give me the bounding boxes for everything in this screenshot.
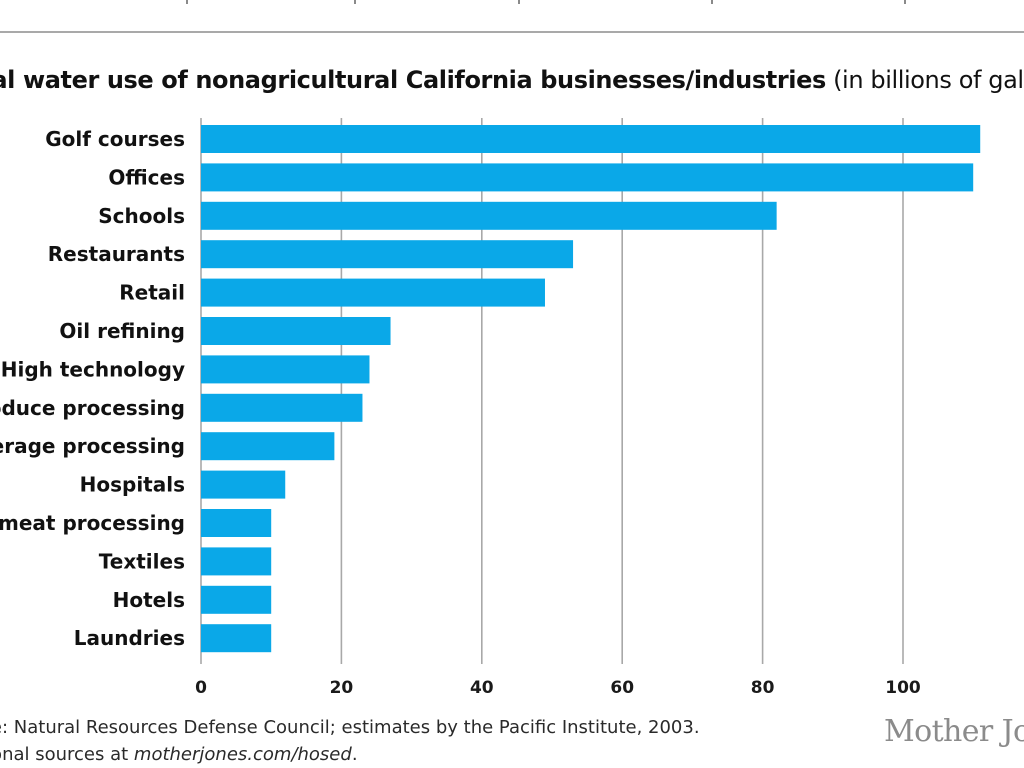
bars: [201, 125, 981, 653]
bar: [201, 125, 981, 153]
bar: [201, 317, 391, 345]
category-label: Schools: [98, 204, 185, 228]
x-tick-label: 100: [885, 678, 921, 698]
x-tick-label: 40: [470, 678, 494, 698]
bar: [201, 470, 286, 499]
bar: [201, 547, 272, 576]
category-label: Hospitals: [80, 473, 185, 497]
bar: [201, 163, 974, 192]
top-divider-tick: [518, 0, 520, 4]
x-axis-tick-labels: 0 20 40 60 80 100: [195, 678, 921, 698]
bar: [201, 240, 574, 269]
bar: [201, 432, 335, 461]
source-note-prefix: itional sources at: [0, 744, 129, 765]
source-note-additional: itional sources at motherjones.com/hosed…: [0, 743, 358, 767]
bar: [201, 278, 545, 307]
x-tick-label: 0: [195, 678, 207, 698]
chart-title-unit: (in billions of gallo: [825, 66, 1024, 94]
source-note-suffix: .: [351, 744, 358, 765]
top-divider: [0, 31, 1024, 33]
source-note: rce: Natural Resources Defense Council; …: [0, 717, 700, 738]
category-label: Textiles: [99, 549, 185, 573]
chart-title: nual water use of nonagricultural Califo…: [0, 62, 1024, 98]
top-divider-tick: [711, 0, 713, 4]
category-label: Retail: [119, 281, 185, 305]
x-tick-label: 20: [330, 678, 354, 698]
category-label: Golf courses: [45, 127, 185, 151]
x-tick-label: 60: [610, 678, 634, 698]
category-label: Oil refining: [59, 319, 185, 343]
bar: [201, 201, 777, 230]
mother-jones-logo: Mother Jo: [884, 714, 1024, 749]
category-labels: Golf courses Offices Schools Restaurants Ret…: [0, 127, 185, 650]
top-divider-tick: [904, 0, 906, 4]
top-divider-tick: [354, 0, 356, 4]
bar: [201, 585, 272, 614]
category-label: ry/meat processing: [0, 511, 185, 535]
bar: [201, 393, 363, 422]
category-label: Hotels: [113, 588, 185, 612]
category-label: Restaurants: [48, 242, 185, 266]
top-divider-tick: [186, 0, 188, 4]
category-label: roduce processing: [0, 396, 185, 420]
gridlines: [200, 118, 904, 664]
category-label: High technology: [1, 357, 185, 381]
source-link[interactable]: motherjones.com/hosed: [133, 744, 352, 765]
category-label: Laundries: [74, 626, 185, 650]
bar: [201, 355, 370, 384]
bar: [201, 509, 272, 537]
category-label: Offices: [108, 165, 185, 189]
category-label: verage processing: [0, 434, 185, 458]
x-tick-label: 80: [751, 678, 775, 698]
chart-title-main: nual water use of nonagricultural Califo…: [0, 66, 826, 94]
bar: [201, 624, 272, 653]
